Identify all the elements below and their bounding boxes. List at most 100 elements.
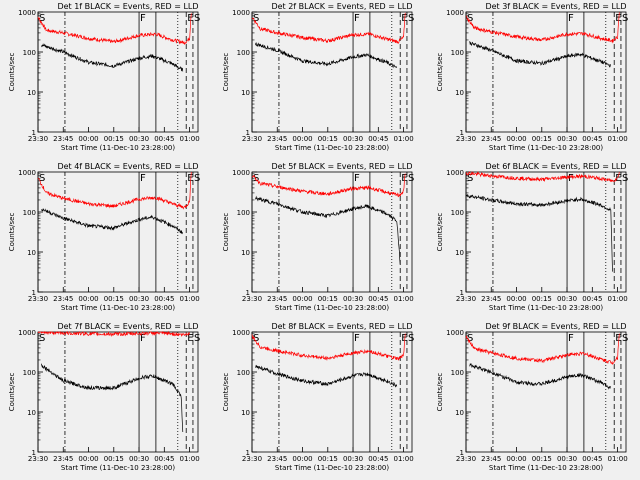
y-tick-label: 100 bbox=[237, 209, 250, 217]
y-tick-label: 10 bbox=[27, 89, 36, 97]
y-axis-label: Counts/sec bbox=[436, 53, 444, 92]
event-marker-label: S bbox=[194, 173, 200, 184]
x-tick-label: 01:00 bbox=[179, 295, 199, 303]
series-lld-line bbox=[465, 333, 620, 366]
x-tick-label: 23:45 bbox=[53, 455, 73, 463]
series-events-line bbox=[255, 42, 398, 69]
x-tick-label: 00:30 bbox=[129, 135, 149, 143]
y-tick-label: 1 bbox=[32, 289, 36, 297]
x-tick-label: 23:45 bbox=[53, 135, 73, 143]
chart-title: Det 3f BLACK = Events, RED = LLD bbox=[485, 2, 626, 11]
x-tick-label: 23:30 bbox=[456, 295, 476, 303]
x-tick-label: 01:00 bbox=[393, 455, 413, 463]
series-lld-line bbox=[37, 330, 190, 338]
x-tick-label: 00:45 bbox=[582, 135, 602, 143]
x-tick-label: 23:45 bbox=[53, 295, 73, 303]
event-marker-label: S bbox=[194, 333, 200, 344]
y-tick-label: 10 bbox=[27, 409, 36, 417]
y-tick-label: 1 bbox=[460, 129, 464, 137]
x-tick-label: 00:15 bbox=[532, 455, 552, 463]
plot-frame bbox=[251, 171, 413, 293]
y-tick-label: 100 bbox=[237, 49, 250, 57]
y-tick-label: 1000 bbox=[446, 169, 464, 177]
plot-frame bbox=[465, 331, 627, 453]
x-axis-label: Start Time (11-Dec-10 23:28:00) bbox=[489, 464, 603, 472]
chart-panel-1: Det 1f BLACK = Events, RED = LLD 1 10 100 10… bbox=[8, 2, 200, 152]
event-marker-label: E bbox=[187, 13, 193, 24]
y-tick-label: 1000 bbox=[232, 9, 250, 17]
x-tick-label: 00:15 bbox=[318, 135, 338, 143]
series-events-line bbox=[255, 195, 401, 265]
chart-panel-4: Det 4f BLACK = Events, RED = LLD 1 10 100 10… bbox=[8, 162, 200, 312]
y-tick-label: 1000 bbox=[18, 169, 36, 177]
x-tick-label: 00:45 bbox=[154, 135, 174, 143]
series-lld-line bbox=[37, 171, 192, 210]
x-tick-label: 00:30 bbox=[343, 135, 363, 143]
x-tick-label: 00:00 bbox=[78, 135, 98, 143]
x-tick-label: 01:00 bbox=[607, 135, 627, 143]
x-tick-label: 00:00 bbox=[292, 455, 312, 463]
series-events-line bbox=[41, 43, 184, 72]
x-tick-label: 00:30 bbox=[129, 295, 149, 303]
plot-frame bbox=[465, 11, 627, 133]
x-tick-label: 23:30 bbox=[28, 295, 48, 303]
series-events-line bbox=[41, 363, 184, 433]
y-tick-label: 100 bbox=[451, 209, 464, 217]
event-marker-label: F bbox=[568, 173, 574, 184]
x-axis-label: Start Time (11-Dec-10 23:28:00) bbox=[275, 144, 389, 152]
event-marker-label: S bbox=[408, 173, 414, 184]
y-tick-label: 1000 bbox=[232, 169, 250, 177]
x-tick-label: 00:15 bbox=[104, 135, 124, 143]
x-tick-label: 00:30 bbox=[557, 455, 577, 463]
y-tick-label: 1000 bbox=[446, 9, 464, 17]
y-axis-label: Counts/sec bbox=[222, 53, 230, 92]
x-tick-label: 23:30 bbox=[28, 455, 48, 463]
event-marker-label: F bbox=[354, 333, 360, 344]
x-tick-label: 00:15 bbox=[318, 295, 338, 303]
y-tick-label: 1 bbox=[246, 129, 250, 137]
x-tick-label: 01:00 bbox=[607, 295, 627, 303]
y-tick-label: 100 bbox=[23, 49, 36, 57]
y-tick-label: 1 bbox=[32, 449, 36, 457]
series-events-line bbox=[41, 208, 184, 235]
y-axis-label: Counts/sec bbox=[222, 373, 230, 412]
chart-panel-8: Det 8f BLACK = Events, RED = LLD 1 10 100 10… bbox=[222, 322, 414, 472]
event-marker-label: F bbox=[140, 13, 146, 24]
x-axis-label: Start Time (11-Dec-10 23:28:00) bbox=[275, 304, 389, 312]
series-events-line bbox=[469, 362, 611, 390]
x-axis-label: Start Time (11-Dec-10 23:28:00) bbox=[489, 144, 603, 152]
x-tick-label: 00:45 bbox=[368, 295, 388, 303]
plot-frame bbox=[37, 331, 199, 453]
x-tick-label: 23:45 bbox=[481, 135, 501, 143]
chart-title: Det 5f BLACK = Events, RED = LLD bbox=[271, 162, 412, 171]
x-tick-label: 00:15 bbox=[104, 455, 124, 463]
y-tick-label: 10 bbox=[455, 249, 464, 257]
x-tick-label: 23:45 bbox=[267, 135, 287, 143]
event-marker-label: S bbox=[622, 173, 628, 184]
x-tick-label: 00:00 bbox=[292, 135, 312, 143]
event-marker-label: F bbox=[140, 173, 146, 184]
event-marker-label: F bbox=[354, 13, 360, 24]
x-tick-label: 00:45 bbox=[154, 455, 174, 463]
x-tick-label: 01:00 bbox=[179, 455, 199, 463]
x-tick-label: 23:30 bbox=[242, 135, 262, 143]
x-tick-label: 00:45 bbox=[368, 135, 388, 143]
x-tick-label: 23:45 bbox=[481, 295, 501, 303]
x-tick-label: 01:00 bbox=[179, 135, 199, 143]
x-tick-label: 23:30 bbox=[456, 455, 476, 463]
x-tick-label: 01:00 bbox=[393, 135, 413, 143]
y-axis-label: Counts/sec bbox=[436, 213, 444, 252]
chart-panel-7: Det 7f BLACK = Events, RED = LLD 1 10 100 10… bbox=[8, 322, 200, 472]
x-tick-label: 23:45 bbox=[267, 455, 287, 463]
x-tick-label: 00:00 bbox=[292, 295, 312, 303]
y-tick-label: 100 bbox=[451, 369, 464, 377]
series-lld-line bbox=[251, 173, 406, 198]
y-axis-label: Counts/sec bbox=[436, 373, 444, 412]
x-tick-label: 23:30 bbox=[28, 135, 48, 143]
x-tick-label: 00:00 bbox=[506, 455, 526, 463]
y-tick-label: 10 bbox=[455, 89, 464, 97]
x-tick-label: 00:45 bbox=[582, 295, 602, 303]
series-lld-line bbox=[251, 333, 406, 361]
event-marker-label: F bbox=[354, 173, 360, 184]
